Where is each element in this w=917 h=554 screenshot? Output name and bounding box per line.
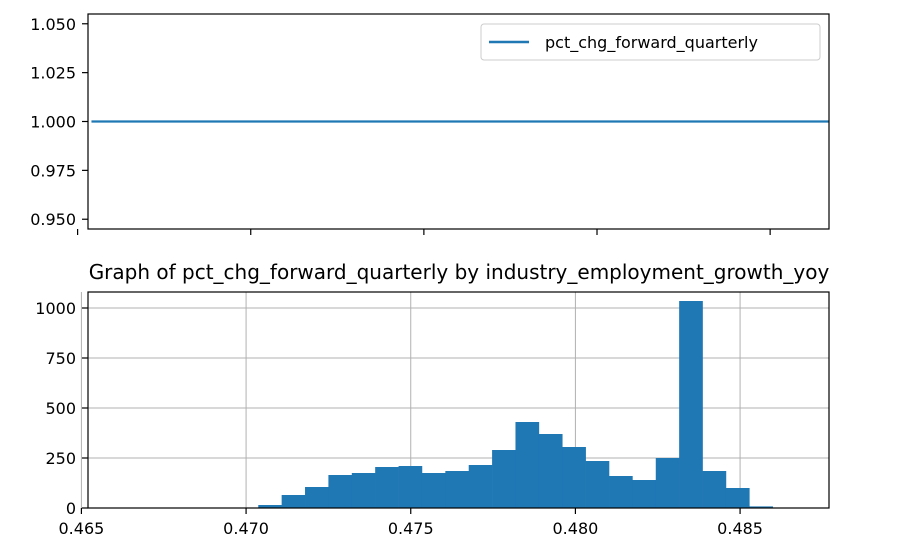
legend-label: pct_chg_forward_quarterly <box>545 33 758 53</box>
top-y-tick-label: 0.950 <box>30 210 76 229</box>
legend-box <box>480 23 821 61</box>
histogram-bar <box>305 487 329 508</box>
histogram-bar <box>281 495 306 508</box>
histogram-bar <box>725 488 750 508</box>
histogram-bar <box>585 461 610 508</box>
histogram-bar <box>655 458 680 508</box>
bottom-y-tick-label: 250 <box>45 449 76 468</box>
bottom-axes-frame <box>87 291 830 509</box>
bottom-x-tick-label: 0.480 <box>553 519 599 538</box>
histogram-bars <box>94 301 773 508</box>
histogram-bar <box>538 434 563 508</box>
bottom-x-tick-label: 0.470 <box>223 519 269 538</box>
histogram-bar <box>375 467 399 508</box>
histogram-bar <box>421 473 446 508</box>
histogram-bar <box>328 475 353 508</box>
top-x-axis <box>77 229 771 235</box>
histogram-bar <box>679 301 703 508</box>
histogram-bar <box>609 476 633 508</box>
legend: pct_chg_forward_quarterly <box>480 23 821 61</box>
histogram-bar <box>632 480 657 508</box>
bottom-x-tick-label: 0.475 <box>388 519 434 538</box>
histogram-bar <box>515 422 540 508</box>
histogram-bar <box>749 506 773 508</box>
top-y-tick-label: 1.000 <box>30 113 76 132</box>
histogram-bar <box>258 505 282 508</box>
bottom-y-axis: 0 250 500 750 1000 <box>35 299 88 518</box>
histogram-bar <box>445 471 470 508</box>
bottom-x-axis: 0.465 0.470 0.475 0.480 0.485 <box>59 508 763 538</box>
bottom-x-tick-label: 0.485 <box>717 519 763 538</box>
top-y-tick-label: 0.975 <box>30 161 76 180</box>
top-y-axis: 0.950 0.975 1.000 1.025 1.050 <box>30 15 88 229</box>
histogram-bar <box>702 471 727 508</box>
histogram-bar <box>562 447 586 508</box>
bottom-y-tick-label: 750 <box>45 349 76 368</box>
bottom-x-tick-label: 0.465 <box>59 519 105 538</box>
bottom-y-tick-label: 0 <box>66 499 76 518</box>
histogram-bar <box>351 473 376 508</box>
bottom-chart-title: Graph of pct_chg_forward_quarterly by in… <box>89 260 830 284</box>
bottom-y-tick-label: 1000 <box>35 299 76 318</box>
histogram-bar <box>492 450 516 508</box>
bottom-y-tick-label: 500 <box>45 399 76 418</box>
top-y-tick-label: 1.050 <box>30 15 76 34</box>
histogram-bar <box>468 465 493 508</box>
histogram-bar <box>398 466 423 508</box>
top-y-tick-label: 1.025 <box>30 64 76 83</box>
top-panel: 0.950 0.975 1.000 1.025 1.050 pct_chg_forwar… <box>30 13 830 235</box>
bottom-panel: Graph of pct_chg_forward_quarterly by in… <box>35 260 830 538</box>
